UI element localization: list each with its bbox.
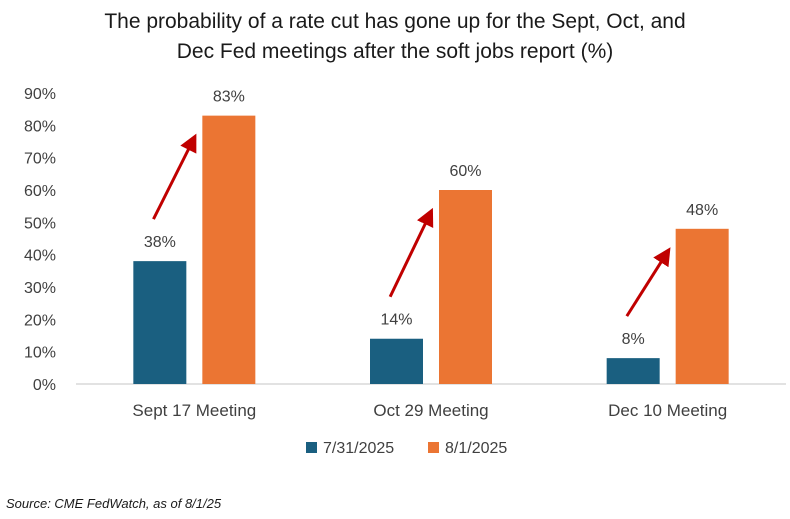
data-label: 48% bbox=[686, 202, 718, 219]
x-category-label: Dec 10 Meeting bbox=[608, 401, 727, 420]
bar-series1 bbox=[370, 338, 423, 384]
chart-title-line-1: The probability of a rate cut has gone u… bbox=[104, 10, 686, 33]
bar-series2 bbox=[675, 228, 729, 384]
y-tick-label: 90% bbox=[24, 86, 56, 103]
source-note: Source: CME FedWatch, as of 8/1/25 bbox=[6, 496, 222, 511]
x-category-label: Sept 17 Meeting bbox=[132, 401, 256, 420]
legend-swatch bbox=[428, 442, 439, 453]
data-label: 8% bbox=[622, 331, 645, 348]
data-label: 14% bbox=[380, 312, 412, 329]
x-category-label: Oct 29 Meeting bbox=[373, 401, 488, 420]
bar-series1 bbox=[606, 358, 660, 384]
y-tick-label: 0% bbox=[33, 377, 56, 394]
y-tick-label: 80% bbox=[24, 118, 56, 135]
y-tick-label: 70% bbox=[24, 151, 56, 168]
data-label: 83% bbox=[213, 89, 245, 106]
legend-label: 7/31/2025 bbox=[323, 440, 394, 457]
data-label: 60% bbox=[449, 163, 481, 180]
y-tick-label: 20% bbox=[24, 312, 56, 329]
bar-series1 bbox=[133, 261, 187, 384]
increase-arrow-icon bbox=[388, 207, 434, 298]
bar-series2 bbox=[439, 190, 492, 384]
increase-arrow-icon bbox=[625, 247, 671, 317]
y-tick-label: 10% bbox=[24, 345, 56, 362]
legend-swatch bbox=[306, 442, 317, 453]
bar-series2 bbox=[202, 115, 256, 384]
increase-arrow-icon bbox=[152, 133, 197, 220]
y-tick-label: 60% bbox=[24, 183, 56, 200]
chart-title-line-2: Dec Fed meetings after the soft jobs rep… bbox=[176, 40, 614, 63]
y-tick-label: 50% bbox=[24, 215, 56, 232]
y-tick-label: 40% bbox=[24, 248, 56, 265]
data-label: 38% bbox=[144, 234, 176, 251]
legend-label: 8/1/2025 bbox=[445, 440, 507, 457]
y-tick-label: 30% bbox=[24, 280, 56, 297]
